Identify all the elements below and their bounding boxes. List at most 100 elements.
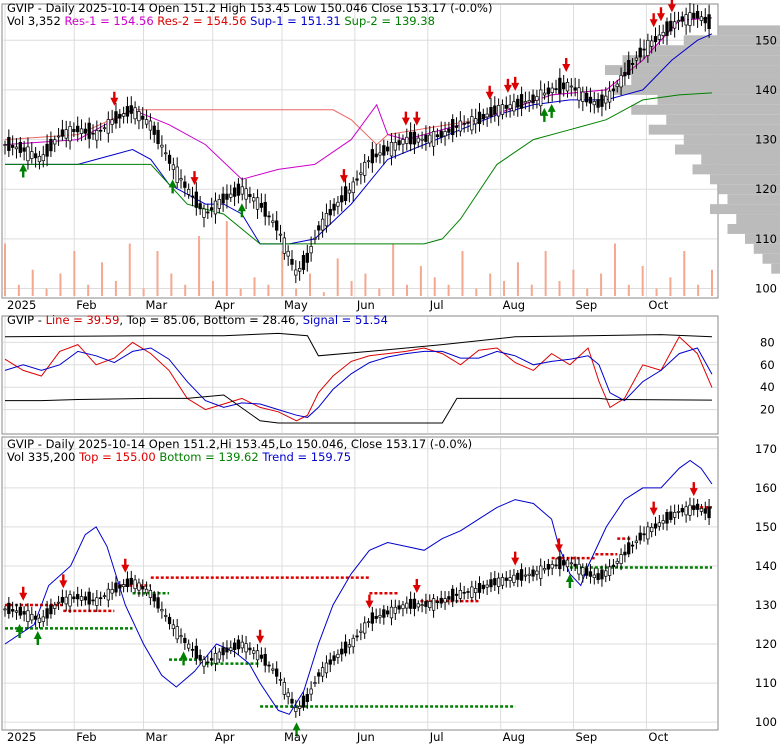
candle-body bbox=[431, 131, 436, 147]
candle-body bbox=[179, 635, 183, 638]
candle-body bbox=[229, 647, 233, 651]
candle-body bbox=[703, 508, 707, 514]
volume-bar bbox=[447, 284, 450, 296]
candle-body bbox=[221, 647, 225, 656]
candle-body bbox=[267, 664, 271, 667]
volume-bar bbox=[489, 273, 492, 296]
candle-body bbox=[53, 604, 57, 609]
down-arrow bbox=[649, 13, 658, 28]
candle-body bbox=[642, 533, 646, 536]
candle-body bbox=[14, 146, 19, 150]
candle-body bbox=[271, 220, 275, 223]
candle-body bbox=[462, 123, 466, 125]
candle-body bbox=[232, 642, 237, 651]
candle-body bbox=[129, 105, 133, 114]
x-tick-label: May bbox=[284, 298, 308, 312]
candle-body bbox=[466, 122, 470, 124]
candle-body bbox=[194, 645, 198, 659]
candle-body bbox=[275, 668, 279, 677]
candle-body bbox=[435, 600, 440, 604]
down-arrow bbox=[59, 574, 68, 589]
candle-body bbox=[623, 71, 627, 77]
candle-body bbox=[623, 551, 627, 556]
candle-body bbox=[351, 637, 355, 648]
candle-body bbox=[539, 565, 543, 579]
volume-profile bbox=[605, 25, 780, 274]
candle-body bbox=[206, 661, 210, 664]
candle-body bbox=[305, 252, 309, 263]
candle-body bbox=[294, 269, 298, 276]
candle-body bbox=[175, 166, 179, 183]
trend-line bbox=[4, 459, 713, 715]
y-tick-label: 120 bbox=[755, 637, 777, 651]
volume-bar bbox=[184, 284, 187, 296]
candle-body bbox=[458, 590, 463, 599]
y-tick-label: 150 bbox=[755, 33, 777, 47]
candle-body bbox=[64, 129, 68, 139]
candle-body bbox=[160, 144, 164, 148]
trend-curve bbox=[4, 459, 713, 715]
candle-body bbox=[137, 111, 141, 122]
candle-body bbox=[630, 544, 635, 547]
sup1-line bbox=[5, 33, 713, 245]
candle-body bbox=[424, 134, 428, 142]
candle-body bbox=[481, 113, 485, 120]
volume-bar bbox=[503, 281, 506, 296]
candle-body bbox=[562, 82, 566, 90]
candle-body bbox=[558, 556, 562, 570]
volume-bar bbox=[198, 236, 201, 296]
volume-bar bbox=[641, 266, 644, 296]
candle-body bbox=[229, 193, 233, 198]
profile-bar bbox=[727, 194, 780, 205]
candle-body bbox=[531, 569, 535, 577]
volume-bar bbox=[419, 266, 422, 296]
legend-vol: Vol 335,200 bbox=[7, 450, 75, 464]
candle-body bbox=[408, 131, 413, 145]
candle-body bbox=[604, 570, 608, 577]
osc-line-label: Line = 39.59 bbox=[46, 313, 120, 327]
volume-bar bbox=[655, 288, 658, 296]
volume-bar bbox=[461, 251, 464, 296]
profile-bar bbox=[692, 164, 780, 175]
candle-body bbox=[523, 101, 528, 104]
candle-body bbox=[317, 672, 321, 677]
candle-body bbox=[692, 505, 696, 511]
candle-body bbox=[493, 105, 497, 115]
x-tick-label: 2025 bbox=[7, 730, 36, 744]
candle-body bbox=[68, 594, 72, 607]
candle-body bbox=[340, 648, 344, 655]
candle-body bbox=[33, 615, 38, 620]
series-signal bbox=[4, 347, 713, 418]
x-tick-label: May bbox=[284, 730, 308, 744]
trend-candles bbox=[3, 497, 711, 718]
candle-body bbox=[301, 254, 306, 270]
candle-body bbox=[447, 596, 451, 600]
candle-body bbox=[554, 564, 558, 567]
candle-body bbox=[99, 129, 103, 132]
candle-body bbox=[359, 172, 363, 175]
candle-body bbox=[64, 596, 68, 605]
volume-bar bbox=[586, 288, 589, 296]
candle-body bbox=[206, 211, 210, 214]
candle-body bbox=[416, 137, 420, 143]
volume-bar bbox=[627, 284, 630, 296]
candle-body bbox=[301, 695, 306, 708]
candle-body bbox=[672, 21, 677, 29]
candle-body bbox=[87, 591, 91, 605]
candle-body bbox=[167, 616, 172, 625]
candle-body bbox=[351, 181, 355, 194]
candle-body bbox=[634, 540, 639, 543]
series-top bbox=[4, 332, 713, 357]
candle-body bbox=[213, 652, 218, 664]
candle-body bbox=[324, 662, 329, 674]
profile-bar bbox=[683, 35, 780, 46]
up-arrow bbox=[168, 179, 177, 194]
y-tick-label: 40 bbox=[760, 380, 775, 394]
candle-body bbox=[661, 31, 665, 36]
profile-bar bbox=[727, 224, 780, 234]
candle-body bbox=[198, 203, 202, 210]
candle-body bbox=[183, 637, 187, 644]
trend-gridlines bbox=[3, 438, 717, 729]
candle-body bbox=[164, 615, 168, 617]
candle-body bbox=[481, 584, 485, 590]
